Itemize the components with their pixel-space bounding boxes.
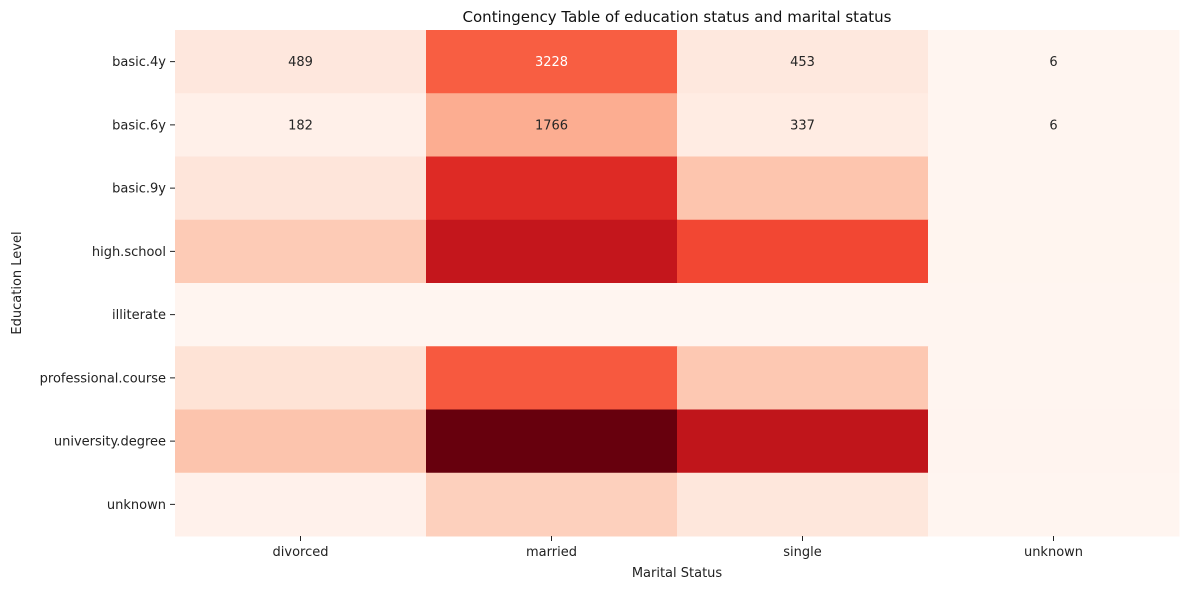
heatmap-cell: [677, 472, 929, 537]
cell-value-label: 337: [790, 118, 815, 133]
heatmap-cell: [677, 30, 929, 94]
x-tick-label: married: [526, 545, 577, 560]
x-tick-label: divorced: [273, 545, 329, 560]
heatmap-cell: [426, 472, 678, 537]
x-tick-label: single: [783, 545, 822, 560]
heatmap-cell: [426, 219, 678, 284]
y-axis-label: Education Level: [10, 231, 25, 334]
x-axis: divorced married single unknown: [273, 536, 1083, 560]
cell-value-label: 1766: [535, 118, 568, 133]
cell-value-label: 453: [790, 55, 815, 70]
cell-value-label: 3228: [535, 55, 568, 70]
heatmap-cell: [677, 346, 929, 410]
heatmap-cell: [175, 93, 427, 157]
heatmap-cell: [426, 30, 678, 94]
heatmap-cell: [928, 30, 1180, 94]
heatmap-cell: [677, 409, 929, 474]
y-tick-label: basic.9y: [112, 182, 166, 197]
y-tick-label: basic.4y: [112, 55, 166, 70]
y-tick-label: high.school: [92, 245, 166, 260]
y-axis: basic.4y basic.6y basic.9y high.school illit…: [40, 55, 175, 513]
heatmap-cell: [426, 283, 678, 347]
heatmap-cell: [175, 409, 427, 474]
y-tick-label: university.degree: [54, 435, 166, 450]
cell-value-label: 6: [1049, 118, 1057, 133]
heatmap-cell: [175, 30, 427, 94]
heatmap-cell: [677, 156, 929, 221]
y-tick-label: professional.course: [40, 371, 166, 386]
heatmap-cell: [175, 219, 427, 284]
cell-value-label: 6: [1049, 55, 1057, 70]
heatmap-cell: [426, 156, 678, 221]
x-tick-label: unknown: [1024, 545, 1083, 560]
heatmap-cell: [426, 346, 678, 410]
heatmap-cell: [928, 219, 1180, 284]
heatmap-cell: [677, 93, 929, 157]
chart-title: Contingency Table of education status an…: [463, 8, 892, 26]
heatmap-cell: [175, 472, 427, 537]
cell-value-label: 489: [288, 55, 313, 70]
heatmap-cell: [928, 283, 1180, 347]
x-axis-label: Marital Status: [632, 566, 723, 581]
heatmap-cell: [928, 346, 1180, 410]
y-tick-label: basic.6y: [112, 118, 166, 133]
heatmap-cell: [677, 219, 929, 284]
heatmap-cell: [175, 283, 427, 347]
heatmap-cell: [928, 156, 1180, 221]
heatmap-cell: [175, 156, 427, 221]
heatmap-cell: [928, 472, 1180, 537]
heatmap-cell: [928, 409, 1180, 474]
heatmap-cell: [928, 93, 1180, 157]
y-tick-label: illiterate: [112, 308, 166, 323]
cell-value-label: 182: [288, 118, 313, 133]
heatmap-cells: [175, 30, 1180, 537]
heatmap-cell: [677, 283, 929, 347]
cell-annotations: 489 3228 453 6 182 1766 337 6: [288, 55, 1058, 133]
heatmap-cell: [175, 346, 427, 410]
heatmap-cell: [426, 409, 678, 474]
y-tick-label: unknown: [107, 498, 166, 513]
heatmap-cell: [426, 93, 678, 157]
